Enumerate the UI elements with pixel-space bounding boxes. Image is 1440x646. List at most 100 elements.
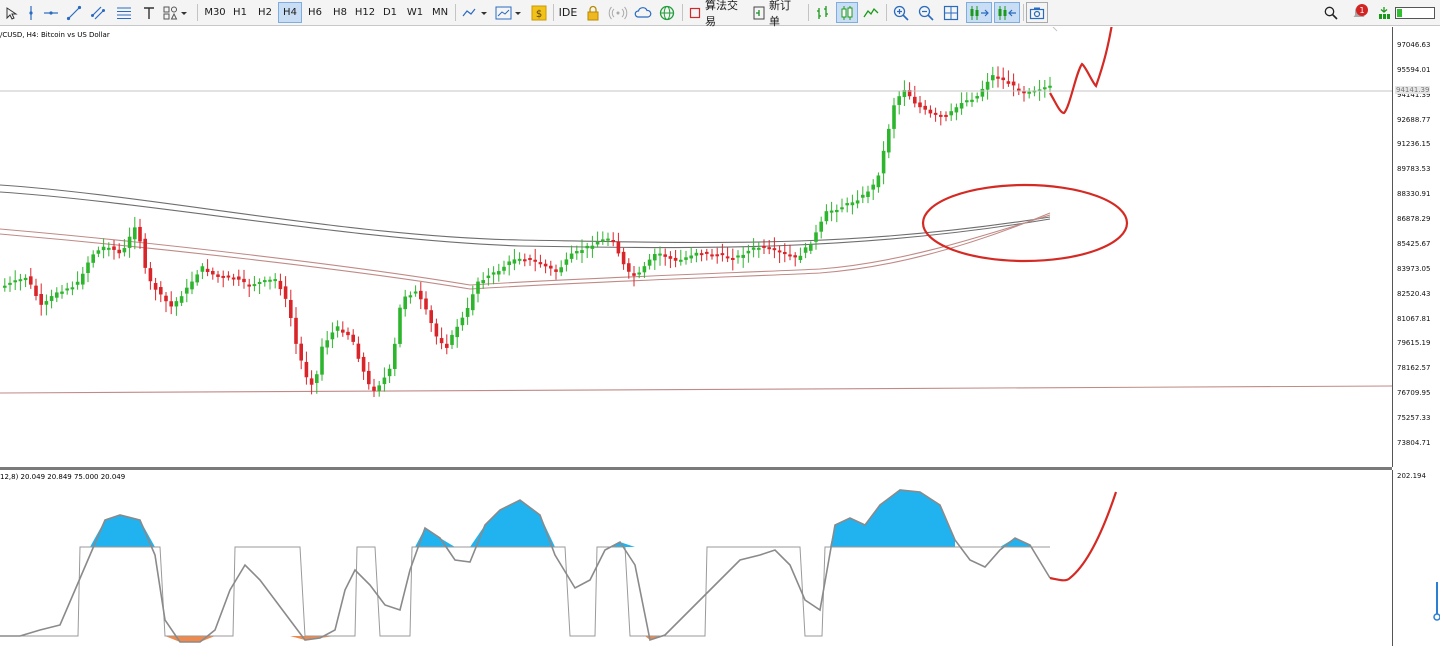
candle-body: [382, 377, 387, 385]
cloud-icon[interactable]: [632, 2, 654, 23]
timeframe-w1[interactable]: W1: [406, 7, 424, 18]
price-label: 89783.53: [1397, 165, 1431, 173]
candle-body: [788, 254, 792, 257]
candle-body: [923, 105, 927, 110]
candle-body: [673, 257, 678, 261]
timeframe-h6[interactable]: H6: [308, 7, 322, 18]
ide-button[interactable]: IDE: [558, 6, 578, 19]
timeframe-h1[interactable]: H1: [233, 7, 247, 18]
candle-body: [65, 288, 69, 291]
candle-body: [289, 299, 293, 318]
timeframe-d1[interactable]: D1: [382, 7, 398, 18]
candle-body: [169, 301, 173, 307]
bar-chart-icon[interactable]: [812, 2, 834, 23]
new-order-button[interactable]: 新订单: [769, 0, 791, 28]
candle-body: [741, 254, 745, 258]
timeframe-m30[interactable]: M30: [204, 7, 226, 18]
oscillator-chart[interactable]: [0, 470, 1392, 646]
price-label: 92688.77: [1397, 116, 1431, 124]
tile-windows-icon[interactable]: [940, 2, 962, 23]
candlestick-chart-icon[interactable]: [836, 2, 858, 23]
candle-body: [902, 90, 907, 98]
candle-body: [835, 209, 839, 213]
wireless-signal-icon[interactable]: [607, 2, 629, 23]
candle-body: [49, 296, 54, 301]
templates-menu-icon[interactable]: [494, 2, 524, 23]
candle-body: [746, 250, 751, 254]
lock-icon[interactable]: [583, 2, 603, 23]
line-chart-icon[interactable]: [860, 2, 882, 23]
vps-globe-icon[interactable]: [656, 2, 678, 23]
pane-divider[interactable]: [0, 467, 1392, 470]
candle-body: [621, 251, 626, 265]
candle-body: [55, 292, 59, 298]
candle-body: [590, 245, 595, 249]
auto-scroll-icon[interactable]: [966, 2, 992, 23]
screenshot-camera-icon[interactable]: [1026, 2, 1048, 23]
indicators-menu-icon[interactable]: [460, 2, 490, 23]
notifications-button[interactable]: 1: [1346, 2, 1372, 23]
candle-body: [772, 248, 777, 251]
candle-body: [133, 227, 137, 240]
candle-body: [840, 207, 844, 210]
timeframe-h12[interactable]: H12: [354, 7, 376, 18]
candle-body: [237, 276, 241, 280]
new-order-icon[interactable]: [752, 2, 766, 23]
candle-body: [699, 253, 704, 256]
candle-body: [1022, 91, 1026, 94]
candle-body: [1006, 81, 1011, 84]
search-icon[interactable]: [1322, 2, 1340, 23]
candle-body: [8, 282, 12, 285]
candle-body: [819, 221, 823, 232]
chart-shift-icon[interactable]: [994, 2, 1020, 23]
candle-body: [361, 356, 366, 372]
candle-body: [460, 317, 465, 326]
candle-body: [127, 236, 132, 248]
candle-body: [257, 281, 262, 284]
price-label: 76709.95: [1397, 389, 1431, 397]
candle-body: [60, 291, 64, 294]
timeframe-mn[interactable]: MN: [431, 7, 449, 18]
candle-body: [205, 268, 210, 272]
channel-tool-icon[interactable]: [88, 2, 108, 23]
candle-body: [793, 255, 797, 258]
candle-body: [658, 253, 662, 256]
candle-body: [954, 107, 959, 113]
candle-body: [933, 112, 938, 115]
candle-body: [970, 99, 974, 102]
text-tool-icon[interactable]: [140, 2, 158, 23]
candle-body: [268, 279, 272, 282]
shapes-menu-icon[interactable]: [162, 2, 190, 23]
vertical-scrollbar[interactable]: [1432, 582, 1440, 622]
candle-body: [606, 238, 610, 241]
candle-body: [725, 256, 730, 259]
signals-dollar-icon[interactable]: $: [529, 2, 549, 23]
candle-body: [367, 370, 371, 385]
horizontal-line-tool-icon[interactable]: [42, 2, 60, 23]
timeframe-h4[interactable]: H4: [278, 2, 302, 23]
algo-trading-button[interactable]: 算法交易: [705, 0, 738, 28]
cursor-tool-icon[interactable]: [2, 2, 20, 23]
candle-body: [897, 96, 901, 105]
candle-body: [549, 265, 553, 269]
fibonacci-tool-icon[interactable]: [114, 2, 134, 23]
zoom-in-icon[interactable]: [890, 2, 912, 23]
candle-body: [294, 317, 298, 344]
price-chart[interactable]: [0, 27, 1392, 467]
candle-body: [309, 378, 314, 385]
trendline-tool-icon[interactable]: [64, 2, 84, 23]
candle-body: [710, 254, 714, 257]
zoom-out-icon[interactable]: [915, 2, 937, 23]
vertical-line-tool-icon[interactable]: [22, 2, 40, 23]
oscillator-oversold-fill: [160, 636, 220, 642]
moving-average-line: [0, 214, 1051, 286]
toolbar: M30 H1 H2 H4 H6 H8 H12 D1 W1 MN $ IDE 算法…: [0, 0, 1440, 28]
timeframe-h2[interactable]: H2: [258, 7, 272, 18]
algo-trading-stop-icon[interactable]: [688, 2, 702, 23]
candle-body: [980, 88, 985, 97]
timeframe-h8[interactable]: H8: [333, 7, 347, 18]
candle-body: [179, 296, 184, 303]
candle-body: [528, 258, 532, 261]
candle-body: [320, 346, 324, 375]
candle-body: [814, 232, 818, 242]
